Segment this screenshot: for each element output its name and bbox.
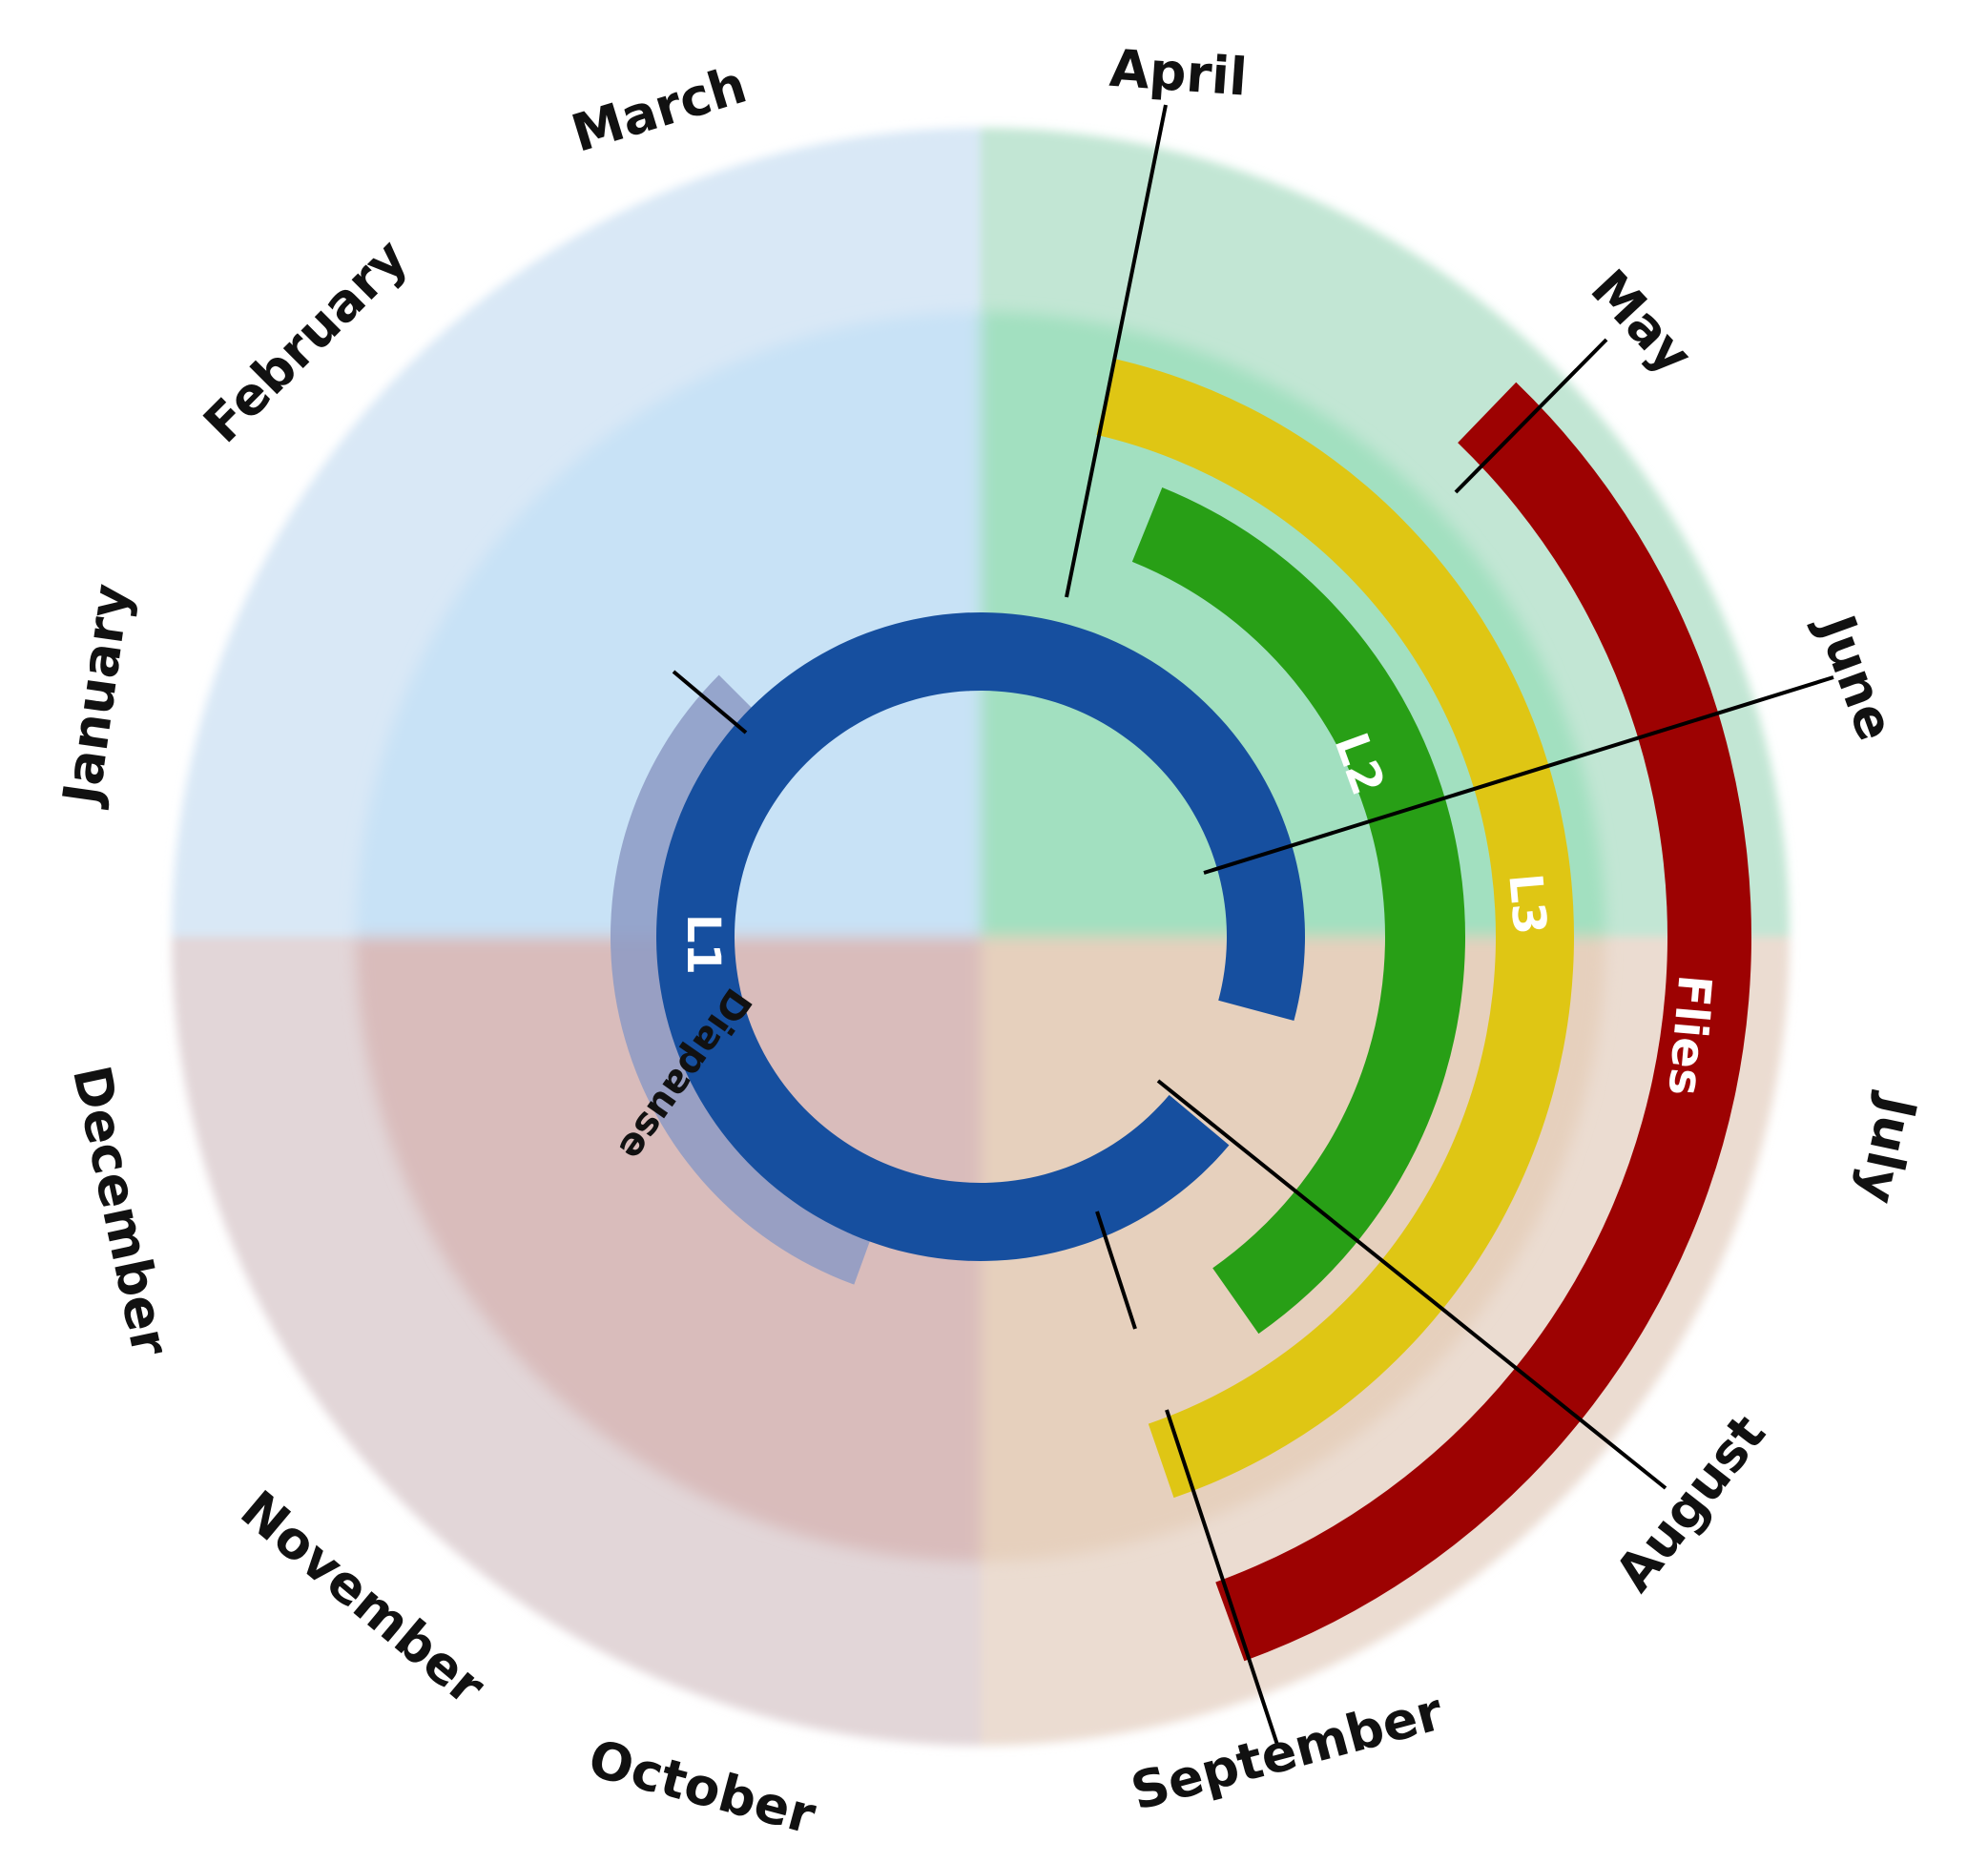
l3-ring [1096, 358, 1574, 1499]
l1-label: L1 [676, 914, 730, 975]
month-label-may: May [1580, 259, 1704, 385]
l3-label: L3 [1498, 871, 1556, 937]
month-label-january: January [51, 580, 141, 811]
september-leader [1165, 1409, 1280, 1749]
august-leader [1156, 1079, 1667, 1490]
flies-label: Flies [1658, 973, 1722, 1098]
month-label-december: December [61, 1061, 181, 1361]
month-label-march: March [565, 54, 754, 164]
flies-ring [1215, 382, 1751, 1662]
l2-ring [1131, 486, 1465, 1335]
month-label-august: August [1604, 1403, 1777, 1602]
autumn-quadrant-inner [356, 937, 981, 1562]
month-label-april: April [1108, 38, 1249, 108]
month-label-october: October [583, 1728, 822, 1846]
may-leader [1454, 338, 1608, 494]
diapause-end-leader [1095, 1211, 1137, 1330]
season-inner-background [356, 312, 1605, 1562]
june-leader [1203, 675, 1834, 875]
month-label-june: June [1805, 604, 1906, 748]
month-label-july: July [1847, 1087, 1929, 1209]
leader-lines [672, 104, 1834, 1749]
april-leader [1065, 104, 1168, 598]
l1-start-leader [672, 670, 748, 735]
winter-quadrant-inner [356, 312, 981, 937]
